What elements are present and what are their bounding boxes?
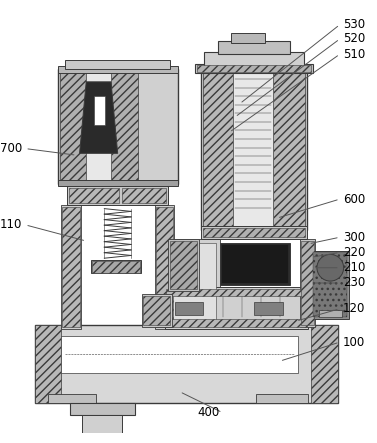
Text: 520: 520 — [343, 32, 365, 46]
Bar — [70, 403, 135, 415]
Bar — [111, 71, 138, 182]
Bar — [92, 261, 139, 272]
Bar — [300, 239, 315, 327]
Bar — [58, 70, 178, 184]
Bar — [62, 207, 80, 327]
Bar — [67, 186, 168, 205]
Bar — [35, 325, 61, 403]
Bar — [168, 239, 220, 327]
Text: 100: 100 — [343, 336, 365, 349]
Text: 600: 600 — [343, 193, 365, 206]
Polygon shape — [80, 82, 118, 153]
Text: 110: 110 — [0, 218, 22, 231]
Text: 220: 220 — [343, 246, 365, 259]
Bar — [301, 241, 314, 325]
Bar — [218, 41, 290, 54]
Bar — [175, 302, 204, 315]
Bar — [273, 71, 305, 228]
Bar — [58, 66, 178, 73]
Bar — [61, 205, 81, 329]
Bar — [86, 71, 111, 182]
Text: 510: 510 — [343, 48, 365, 61]
Bar — [222, 245, 288, 283]
Bar — [156, 207, 173, 327]
Bar — [155, 205, 174, 329]
Bar — [319, 310, 342, 317]
Bar — [170, 241, 197, 289]
Bar — [48, 393, 96, 403]
Bar — [69, 188, 119, 203]
Bar — [202, 228, 305, 237]
Text: 700: 700 — [0, 142, 22, 155]
Bar — [256, 393, 308, 403]
Text: 210: 210 — [343, 261, 365, 274]
Circle shape — [317, 254, 343, 281]
Bar — [168, 239, 199, 291]
Bar — [311, 251, 349, 319]
Bar — [313, 253, 348, 317]
Bar — [83, 415, 123, 433]
Bar — [123, 188, 166, 203]
Bar — [143, 296, 170, 325]
Bar — [65, 60, 170, 70]
Bar — [201, 226, 307, 239]
Polygon shape — [83, 430, 123, 433]
Bar — [94, 96, 105, 125]
Bar — [166, 289, 307, 296]
Bar — [60, 71, 86, 182]
Text: 230: 230 — [343, 276, 365, 289]
Text: 120: 120 — [343, 302, 365, 315]
Bar — [61, 336, 298, 373]
Bar — [166, 287, 308, 329]
Bar — [231, 33, 265, 43]
Bar — [58, 180, 178, 186]
Text: 400: 400 — [198, 406, 220, 419]
Bar — [311, 325, 338, 403]
Text: 300: 300 — [343, 231, 365, 244]
Bar — [35, 325, 338, 403]
Bar — [141, 295, 172, 327]
Bar — [202, 71, 233, 228]
Bar — [91, 260, 141, 273]
Bar — [233, 71, 273, 228]
Bar — [172, 243, 216, 323]
Text: 530: 530 — [343, 18, 365, 31]
Bar — [254, 302, 283, 315]
Bar — [197, 65, 311, 72]
Bar — [220, 243, 290, 285]
Bar — [204, 52, 303, 66]
Bar — [166, 319, 307, 327]
Bar — [201, 70, 307, 229]
Bar — [195, 64, 313, 73]
